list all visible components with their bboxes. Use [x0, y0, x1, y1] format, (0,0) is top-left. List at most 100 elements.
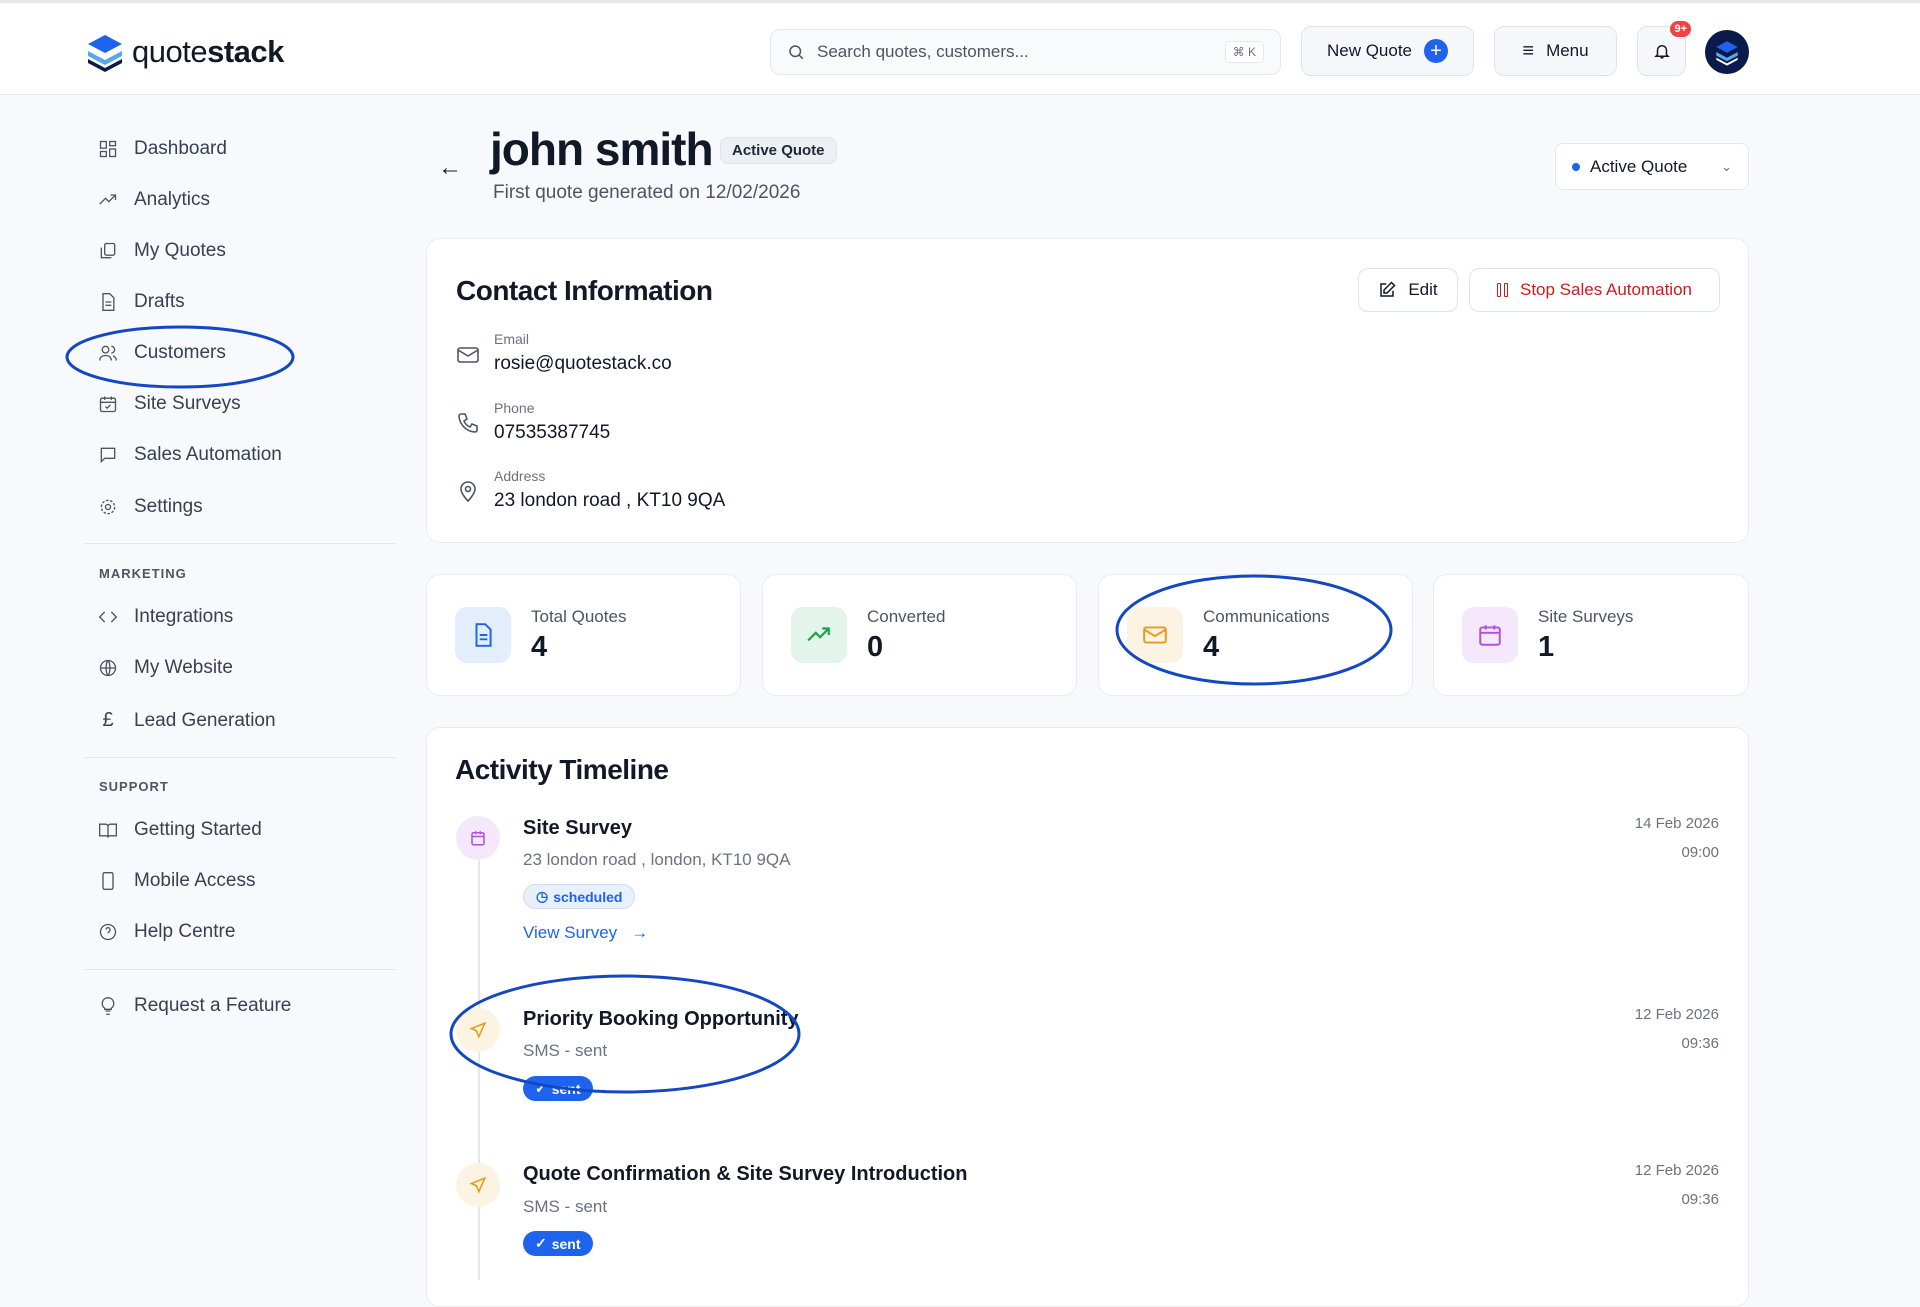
- stat-label: Communications: [1203, 606, 1330, 626]
- status-select[interactable]: Active Quote ⌄: [1555, 143, 1749, 190]
- book-icon: [99, 823, 117, 838]
- plus-icon: +: [1424, 39, 1449, 63]
- search-input[interactable]: Search quotes, customers... ⌘ K: [770, 29, 1281, 75]
- gear-icon: [100, 499, 116, 515]
- pause-icon: [1496, 283, 1508, 297]
- avatar-logo-icon: [1716, 41, 1738, 66]
- section-marketing: MARKETING: [99, 566, 187, 581]
- logo[interactable]: quotestack: [84, 31, 284, 73]
- timeline-title: Activity Timeline: [455, 754, 669, 785]
- sidebar-divider: [84, 543, 396, 544]
- check-circle-icon: ✓: [535, 1080, 547, 1096]
- email-label: Email: [494, 331, 530, 347]
- sidebar-item-mobile-access[interactable]: Mobile Access: [98, 870, 255, 892]
- stop-automation-label: Stop Sales Automation: [1519, 280, 1692, 299]
- chevron-down-icon: ⌄: [1721, 158, 1732, 174]
- phone-value: 07535387745: [494, 422, 611, 443]
- sidebar-item-my-quotes[interactable]: My Quotes: [98, 240, 226, 262]
- sidebar-item-getting-started[interactable]: Getting Started: [98, 819, 262, 841]
- timeline-item-title: Site Survey: [523, 817, 632, 839]
- message-icon: [100, 447, 116, 464]
- notification-count: 9+: [1670, 21, 1691, 37]
- sidebar-item-site-surveys[interactable]: Site Surveys: [98, 393, 241, 415]
- edit-label: Edit: [1408, 280, 1438, 299]
- sidebar-item-customers[interactable]: Customers: [98, 342, 226, 364]
- copy-icon: [100, 242, 116, 259]
- bell-icon: [1653, 45, 1670, 59]
- stat-label: Total Quotes: [531, 606, 627, 626]
- status-pill-sent: ✓ sent: [523, 1076, 593, 1101]
- shortcut-hint: ⌘ K: [1224, 41, 1264, 63]
- sidebar-item-drafts[interactable]: Drafts: [98, 291, 185, 313]
- sidebar-label: Getting Started: [134, 819, 262, 840]
- sidebar-item-sales-automation[interactable]: Sales Automation: [98, 444, 282, 466]
- status-pill-scheduled: ◷ scheduled: [523, 884, 636, 909]
- document-icon: [455, 607, 511, 663]
- back-arrow-icon[interactable]: ←: [438, 154, 462, 181]
- status-pill-label: scheduled: [553, 888, 623, 905]
- timeline-item-sub: 23 london road , london, KT10 9QA: [523, 850, 791, 869]
- sidebar-label: Dashboard: [134, 138, 227, 159]
- send-icon: [456, 1163, 500, 1207]
- new-quote-button[interactable]: New Quote +: [1301, 26, 1474, 76]
- clock-icon: ◷: [536, 888, 549, 904]
- contact-card: Contact Information Edit Stop Sales Auto…: [426, 238, 1749, 543]
- map-pin-icon: [460, 481, 476, 503]
- sidebar-item-lead-generation[interactable]: £ Lead Generation: [98, 709, 275, 732]
- hamburger-icon: ≡: [1522, 39, 1535, 62]
- status-pill-label: sent: [551, 1080, 581, 1097]
- page-title: john smith: [490, 123, 714, 175]
- stat-value: 0: [867, 630, 884, 663]
- stat-site-surveys[interactable]: Site Surveys 1: [1433, 574, 1749, 696]
- timeline-item-title: Quote Confirmation & Site Survey Introdu…: [523, 1163, 968, 1185]
- sidebar-item-analytics[interactable]: Analytics: [98, 189, 210, 211]
- search-placeholder: Search quotes, customers...: [817, 42, 1029, 61]
- sidebar-divider: [84, 757, 396, 758]
- email-field: Email rosie@quotestack.co: [494, 331, 672, 375]
- sidebar-item-integrations[interactable]: Integrations: [98, 606, 233, 628]
- timeline-date: 12 Feb 2026: [1634, 1162, 1719, 1179]
- menu-label: Menu: [1546, 41, 1589, 60]
- stat-converted[interactable]: Converted 0: [762, 574, 1077, 696]
- status-pill-label: sent: [551, 1235, 581, 1252]
- sidebar-label: Sales Automation: [134, 444, 282, 465]
- brand-bold: stack: [207, 34, 284, 69]
- stat-communications[interactable]: Communications 4: [1098, 574, 1413, 696]
- sidebar-item-help-centre[interactable]: Help Centre: [98, 921, 235, 943]
- stat-label: Converted: [867, 606, 946, 626]
- sidebar-label: Mobile Access: [134, 870, 256, 891]
- calendar-icon: [1462, 607, 1518, 663]
- stat-label: Site Surveys: [1538, 606, 1634, 626]
- edit-icon: [1380, 281, 1396, 297]
- sidebar-item-my-website[interactable]: My Website: [98, 657, 233, 679]
- timeline-date: 14 Feb 2026: [1634, 815, 1719, 832]
- stat-total-quotes[interactable]: Total Quotes 4: [426, 574, 741, 696]
- trend-icon: [99, 194, 117, 205]
- contact-title: Contact Information: [456, 275, 713, 306]
- stop-automation-button[interactable]: Stop Sales Automation: [1469, 268, 1720, 312]
- avatar[interactable]: [1705, 30, 1749, 74]
- sidebar-item-dashboard[interactable]: Dashboard: [98, 138, 227, 160]
- timeline-line: [478, 860, 480, 1280]
- menu-button[interactable]: ≡ Menu: [1494, 26, 1617, 76]
- sidebar-item-settings[interactable]: Settings: [98, 496, 203, 518]
- pound-icon: £: [102, 709, 114, 731]
- edit-button[interactable]: Edit: [1358, 268, 1458, 312]
- email-value: rosie@quotestack.co: [494, 353, 672, 374]
- stat-value: 4: [531, 630, 548, 663]
- stat-value: 1: [1538, 630, 1555, 663]
- code-icon: [98, 611, 118, 623]
- phone-label: Phone: [494, 400, 535, 416]
- new-quote-label: New Quote: [1326, 41, 1413, 60]
- sidebar-item-request-feature[interactable]: Request a Feature: [98, 995, 291, 1017]
- timeline-item-sub: SMS - sent: [523, 1197, 608, 1216]
- view-survey-link[interactable]: View Survey →: [523, 923, 648, 943]
- send-icon: [456, 1008, 500, 1052]
- brand-light: quote: [132, 34, 208, 69]
- timeline-time: 09:36: [1681, 1191, 1719, 1208]
- help-icon: [99, 923, 117, 941]
- notifications-button[interactable]: 9+: [1637, 21, 1691, 76]
- status-dot: [1572, 162, 1580, 171]
- sidebar-label: Site Surveys: [134, 393, 241, 414]
- timeline-date: 12 Feb 2026: [1634, 1006, 1719, 1023]
